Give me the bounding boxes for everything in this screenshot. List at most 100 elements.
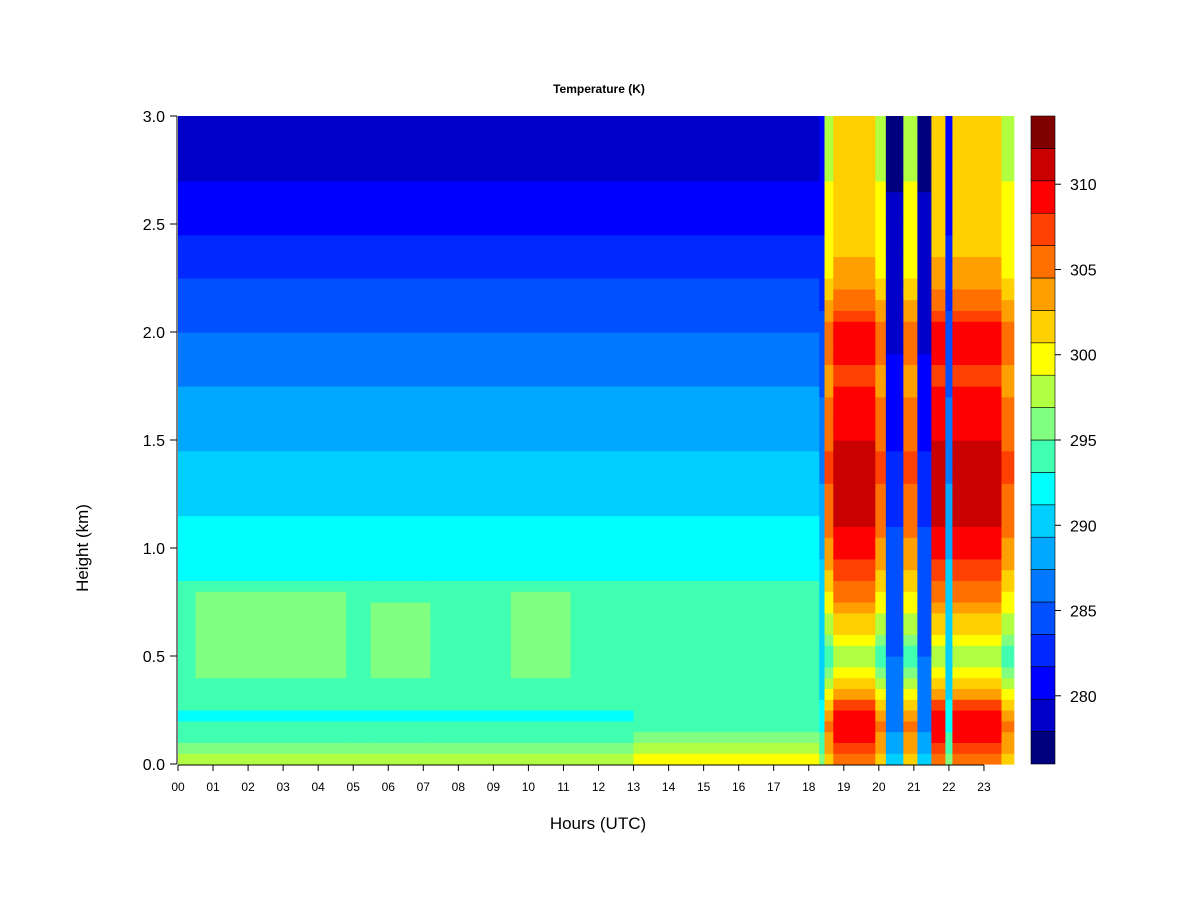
- heatmap-cell: [370, 623, 431, 635]
- colorbar-swatch: [1030, 504, 1056, 538]
- heatmap-cell: [510, 288, 572, 301]
- heatmap-cell: [952, 396, 1003, 409]
- heatmap-cell: [510, 407, 572, 419]
- heatmap-cell: [824, 569, 834, 581]
- heatmap-cell: [510, 515, 572, 527]
- colorbar-swatch: [1030, 666, 1056, 700]
- heatmap-cell: [1001, 180, 1015, 193]
- heatmap-cell: [633, 213, 820, 225]
- heatmap-cell: [917, 137, 932, 149]
- heatmap-cell: [903, 602, 918, 614]
- heatmap-cell: [917, 569, 932, 581]
- heatmap-cell: [931, 526, 947, 538]
- heatmap-cell: [510, 321, 572, 333]
- heatmap-cell: [824, 537, 834, 549]
- heatmap-cell: [430, 288, 512, 301]
- heatmap-cell: [819, 159, 826, 171]
- heatmap-cell: [178, 170, 197, 182]
- heatmap-cell: [633, 191, 820, 203]
- heatmap-cell: [370, 515, 431, 527]
- heatmap-cell: [917, 461, 932, 473]
- heatmap-cell: [952, 537, 1003, 549]
- heatmap-cell: [885, 407, 904, 419]
- heatmap-cell: [952, 148, 1003, 160]
- heatmap-cell: [178, 278, 197, 290]
- heatmap-cell: [917, 116, 932, 128]
- heatmap-cell: [633, 612, 820, 625]
- heatmap-cell: [945, 504, 954, 517]
- heatmap-cell: [875, 386, 887, 398]
- heatmap-cell: [824, 429, 834, 441]
- heatmap-cell: [178, 699, 197, 711]
- heatmap-cell: [885, 472, 904, 484]
- heatmap-cell: [885, 332, 904, 344]
- heatmap-cell: [824, 288, 834, 301]
- heatmap-cell: [570, 472, 635, 484]
- heatmap-cell: [917, 677, 932, 689]
- heatmap-cell: [430, 494, 512, 506]
- heatmap-cell: [833, 256, 876, 268]
- heatmap-cell: [633, 278, 820, 290]
- heatmap-cell: [195, 148, 347, 160]
- heatmap-cell: [195, 407, 347, 419]
- heatmap-cell: [833, 440, 876, 452]
- colorbar-swatch: [1030, 310, 1056, 344]
- heatmap-cell: [346, 591, 372, 603]
- heatmap-cell: [1001, 569, 1015, 581]
- heatmap-cell: [633, 710, 820, 722]
- heatmap-cell: [875, 634, 887, 646]
- heatmap-cell: [833, 418, 876, 430]
- heatmap-cell: [917, 645, 932, 657]
- colorbar-swatch: [1030, 212, 1056, 246]
- heatmap-cell: [952, 213, 1003, 225]
- heatmap-cell: [633, 353, 820, 365]
- chart-title: Temperature (K): [553, 82, 645, 96]
- heatmap-cell: [875, 116, 887, 128]
- heatmap-cell: [931, 310, 947, 322]
- heatmap-cell: [819, 666, 826, 679]
- heatmap-cell: [570, 321, 635, 333]
- heatmap-cell: [833, 288, 876, 301]
- heatmap-cell: [833, 267, 876, 279]
- x-tick-label: 13: [627, 780, 641, 794]
- heatmap-cell: [931, 699, 947, 711]
- heatmap-cell: [1001, 310, 1015, 322]
- heatmap-cell: [178, 731, 197, 743]
- heatmap-cell: [875, 656, 887, 668]
- heatmap-cell: [824, 720, 834, 733]
- heatmap-cell: [195, 429, 347, 441]
- heatmap-cell: [1001, 288, 1015, 301]
- heatmap-cell: [570, 288, 635, 301]
- x-tick-label: 11: [557, 780, 570, 794]
- heatmap-cell: [931, 159, 947, 171]
- heatmap-cell: [903, 116, 918, 128]
- heatmap-cell: [430, 666, 512, 679]
- heatmap-cell: [917, 699, 932, 711]
- heatmap-cell: [824, 353, 834, 365]
- heatmap-cell: [510, 623, 572, 635]
- heatmap-cell: [370, 386, 431, 398]
- heatmap-cell: [510, 461, 572, 473]
- heatmap-cell: [931, 602, 947, 614]
- heatmap-cell: [1001, 483, 1015, 495]
- heatmap-cell: [819, 180, 826, 193]
- heatmap-cell: [945, 526, 954, 538]
- heatmap-cell: [833, 126, 876, 139]
- heatmap-cell: [917, 634, 932, 646]
- heatmap-cell: [570, 656, 635, 668]
- heatmap-cell: [370, 731, 431, 743]
- heatmap-cell: [1001, 580, 1015, 592]
- heatmap-cell: [633, 299, 820, 311]
- heatmap-cell: [903, 288, 918, 301]
- heatmap-cell: [885, 224, 904, 236]
- heatmap-cell: [570, 126, 635, 139]
- heatmap-cell: [885, 634, 904, 646]
- heatmap-cell: [824, 623, 834, 635]
- heatmap-cell: [370, 224, 431, 236]
- heatmap-cell: [633, 753, 820, 765]
- heatmap-cell: [819, 321, 826, 333]
- heatmap-cell: [178, 256, 197, 268]
- heatmap-cell: [346, 526, 372, 538]
- heatmap-cell: [931, 688, 947, 700]
- colorbar-tick-label: 310: [1070, 177, 1097, 194]
